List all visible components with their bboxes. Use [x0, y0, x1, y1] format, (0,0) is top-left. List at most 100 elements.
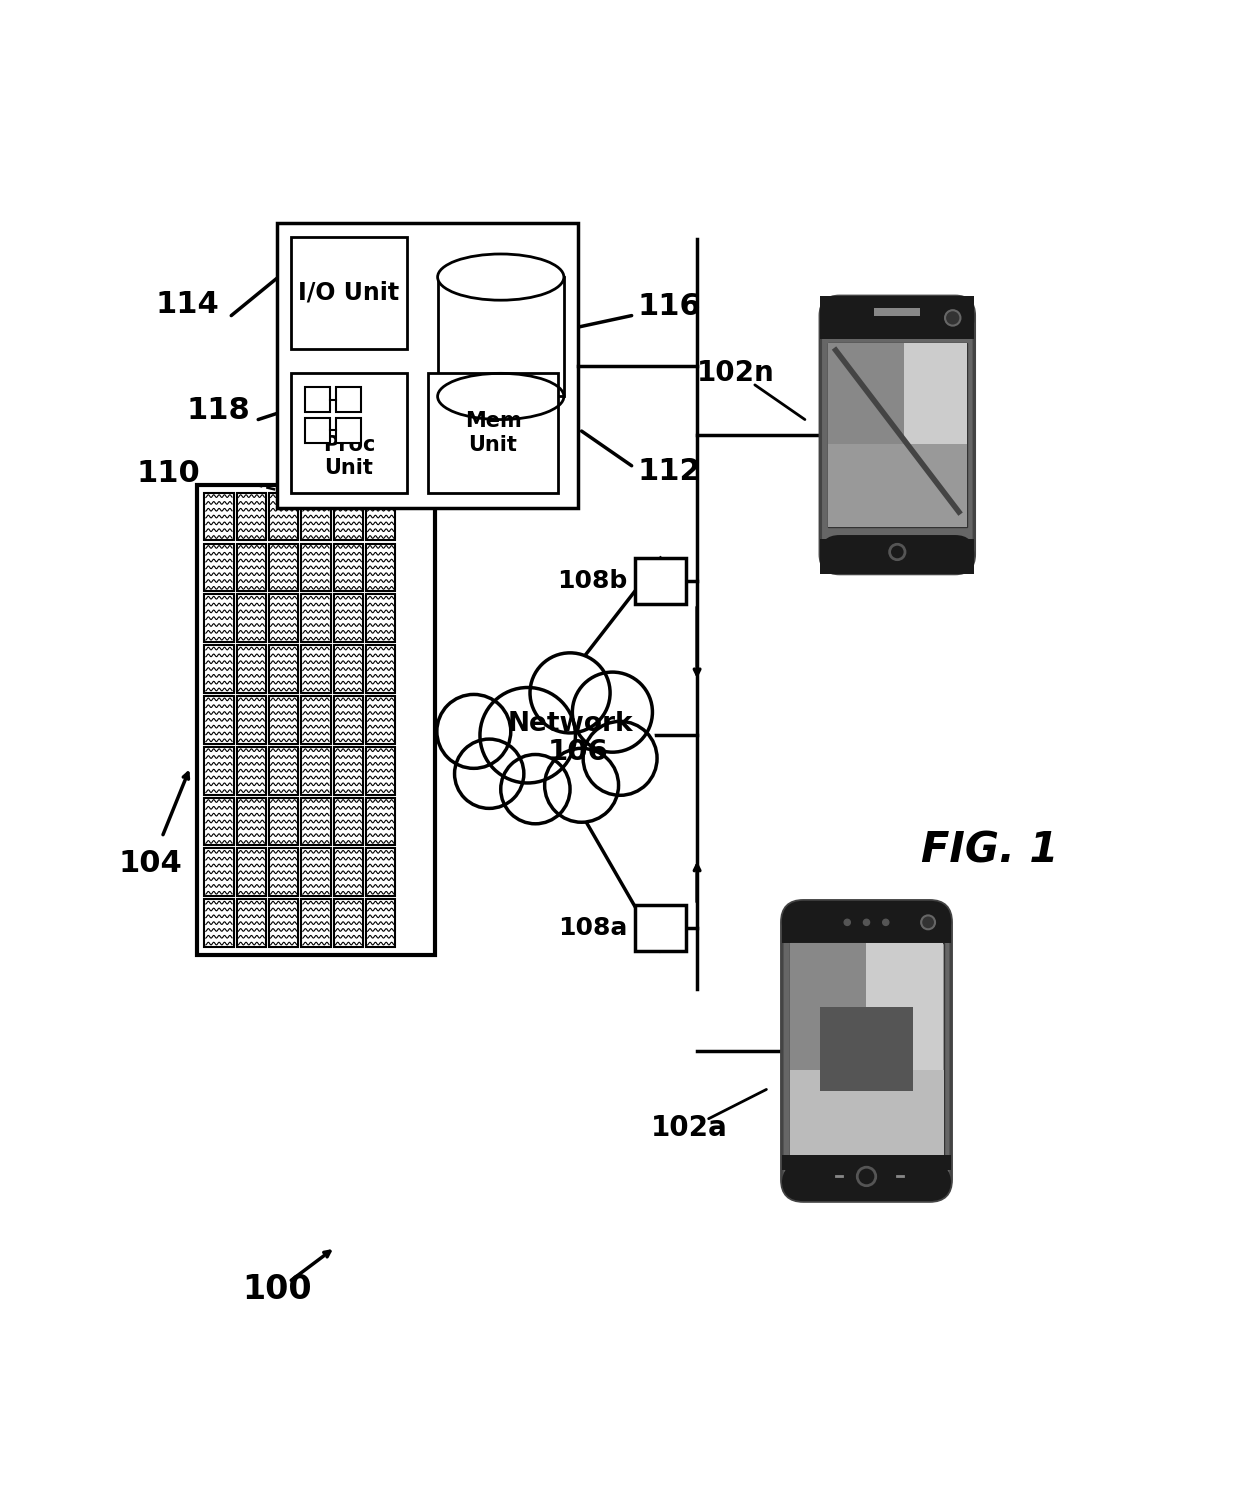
- Circle shape: [501, 755, 570, 824]
- Bar: [366, 544, 396, 591]
- Bar: [366, 797, 396, 845]
- Bar: [291, 374, 407, 493]
- Circle shape: [583, 722, 657, 796]
- Bar: [269, 696, 299, 744]
- Bar: [205, 544, 233, 591]
- Bar: [336, 417, 361, 443]
- Text: 102a: 102a: [651, 1114, 728, 1142]
- FancyBboxPatch shape: [821, 535, 975, 574]
- Circle shape: [436, 695, 511, 769]
- FancyBboxPatch shape: [781, 901, 951, 1201]
- Circle shape: [844, 919, 851, 925]
- Bar: [301, 645, 331, 693]
- Bar: [366, 900, 396, 946]
- Bar: [301, 493, 331, 541]
- Text: 102n: 102n: [697, 359, 775, 387]
- Text: 100: 100: [243, 1273, 312, 1307]
- Bar: [334, 900, 363, 946]
- FancyBboxPatch shape: [821, 297, 975, 339]
- Circle shape: [921, 915, 935, 930]
- Text: Proc
Unit: Proc Unit: [322, 436, 376, 479]
- Bar: [781, 1154, 951, 1171]
- Bar: [821, 297, 975, 339]
- Bar: [237, 747, 265, 794]
- Bar: [269, 848, 299, 897]
- Bar: [269, 594, 299, 642]
- Text: FIG. 1: FIG. 1: [921, 830, 1059, 871]
- Bar: [334, 493, 363, 541]
- Bar: [790, 943, 867, 1070]
- Circle shape: [883, 919, 889, 925]
- Text: 110: 110: [136, 460, 201, 488]
- Bar: [269, 645, 299, 693]
- Circle shape: [455, 738, 523, 808]
- Bar: [205, 493, 233, 541]
- Bar: [305, 387, 330, 411]
- Bar: [366, 848, 396, 897]
- Bar: [197, 485, 435, 955]
- Bar: [781, 922, 951, 943]
- Bar: [301, 848, 331, 897]
- Circle shape: [863, 919, 869, 925]
- Bar: [790, 1070, 944, 1154]
- FancyBboxPatch shape: [821, 297, 975, 574]
- Bar: [205, 900, 233, 946]
- Bar: [301, 797, 331, 845]
- Bar: [278, 223, 578, 508]
- Bar: [334, 848, 363, 897]
- Bar: [635, 558, 686, 604]
- Text: Mem
Unit: Mem Unit: [465, 411, 522, 455]
- Bar: [305, 417, 330, 443]
- Bar: [237, 696, 265, 744]
- Bar: [366, 645, 396, 693]
- Bar: [205, 848, 233, 897]
- Bar: [790, 943, 944, 1154]
- Text: 114: 114: [156, 289, 219, 318]
- Bar: [237, 645, 265, 693]
- Bar: [301, 747, 331, 794]
- Bar: [428, 374, 558, 493]
- Bar: [205, 797, 233, 845]
- Bar: [205, 594, 233, 642]
- Bar: [269, 747, 299, 794]
- Bar: [205, 645, 233, 693]
- Bar: [874, 307, 920, 315]
- Circle shape: [544, 749, 619, 823]
- Bar: [269, 493, 299, 541]
- Text: 118: 118: [187, 396, 250, 425]
- Bar: [269, 797, 299, 845]
- Bar: [828, 342, 904, 445]
- Bar: [366, 696, 396, 744]
- Bar: [821, 1007, 913, 1091]
- Text: I/O Unit: I/O Unit: [299, 280, 399, 304]
- Bar: [334, 645, 363, 693]
- Bar: [828, 342, 967, 527]
- Bar: [366, 493, 396, 541]
- Bar: [334, 696, 363, 744]
- Bar: [635, 904, 686, 951]
- Bar: [438, 277, 564, 396]
- Bar: [291, 237, 407, 348]
- Bar: [867, 943, 944, 1070]
- Bar: [237, 594, 265, 642]
- FancyBboxPatch shape: [781, 901, 951, 943]
- Bar: [301, 594, 331, 642]
- Bar: [269, 900, 299, 946]
- Bar: [301, 696, 331, 744]
- Bar: [237, 848, 265, 897]
- Bar: [336, 387, 361, 411]
- Text: 106: 106: [547, 738, 608, 766]
- Circle shape: [480, 687, 575, 784]
- Text: 108a: 108a: [558, 916, 627, 940]
- Bar: [205, 696, 233, 744]
- Text: 112: 112: [637, 457, 702, 485]
- Bar: [269, 544, 299, 591]
- Circle shape: [945, 310, 961, 326]
- Circle shape: [573, 672, 652, 752]
- Bar: [366, 747, 396, 794]
- Text: 104: 104: [119, 848, 182, 877]
- Bar: [334, 544, 363, 591]
- Bar: [301, 544, 331, 591]
- Ellipse shape: [438, 255, 564, 300]
- Circle shape: [529, 653, 610, 732]
